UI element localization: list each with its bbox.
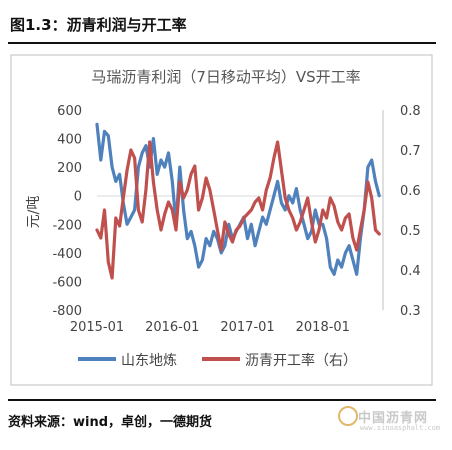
- x-tick-label: 2017-01: [220, 320, 274, 335]
- top-rule: [8, 42, 436, 44]
- y2-tick-label: 0.3: [400, 304, 421, 319]
- right-axis-ticks: 0.8 0.7 0.6 0.5 0.4 0.3: [400, 104, 421, 319]
- legend-label-profit: 山东地炼: [121, 353, 177, 369]
- y2-tick-label: 0.7: [400, 144, 421, 159]
- y-tick-label: -800: [52, 304, 82, 319]
- x-tick-label: 2016-01: [145, 320, 199, 335]
- chart: 马瑞沥青利润（7日移动平均）VS开工率 600 400 200 0 -200 -400 -6…: [10, 54, 433, 386]
- y2-tick-label: 0.8: [400, 104, 421, 119]
- watermark-url: www.sinoasphalt.com: [360, 424, 441, 432]
- x-tick-label: 2018-01: [296, 320, 350, 335]
- y-tick-label: -200: [52, 218, 82, 233]
- y2-tick-label: 0.4: [400, 264, 421, 279]
- watermark-text: 中国沥青网: [358, 411, 429, 426]
- series-line-rate: [95, 140, 381, 280]
- legend: 山东地炼 沥青开工率（右）: [78, 352, 357, 369]
- chart-title: 马瑞沥青利润（7日移动平均）VS开工率: [91, 68, 360, 86]
- source-note: 资料来源：wind，卓创，一德期货: [8, 415, 213, 430]
- y-tick-label: 600: [57, 104, 82, 119]
- y-tick-label: -600: [52, 275, 82, 290]
- y2-tick-label: 0.6: [400, 184, 421, 199]
- series-layer: [95, 122, 381, 280]
- watermark-logo-icon: [338, 406, 358, 426]
- left-axis-ticks: 600 400 200 0 -200 -400 -600 -800: [52, 104, 82, 319]
- x-axis-ticks: 2015-01 2016-01 2017-01 2018-01: [70, 320, 350, 335]
- y-tick-label: 0: [74, 190, 82, 205]
- y-tick-label: -400: [52, 247, 82, 262]
- y-tick-label: 400: [57, 133, 82, 148]
- legend-label-rate: 沥青开工率（右）: [245, 352, 357, 369]
- bottom-rule: [8, 399, 436, 401]
- y2-tick-label: 0.5: [400, 224, 421, 239]
- y-axis-label: 元/吨: [26, 196, 42, 229]
- y-tick-label: 200: [57, 161, 82, 176]
- figure-caption: 图1.3：沥青利润与开工率: [10, 16, 187, 34]
- x-tick-label: 2015-01: [70, 320, 124, 335]
